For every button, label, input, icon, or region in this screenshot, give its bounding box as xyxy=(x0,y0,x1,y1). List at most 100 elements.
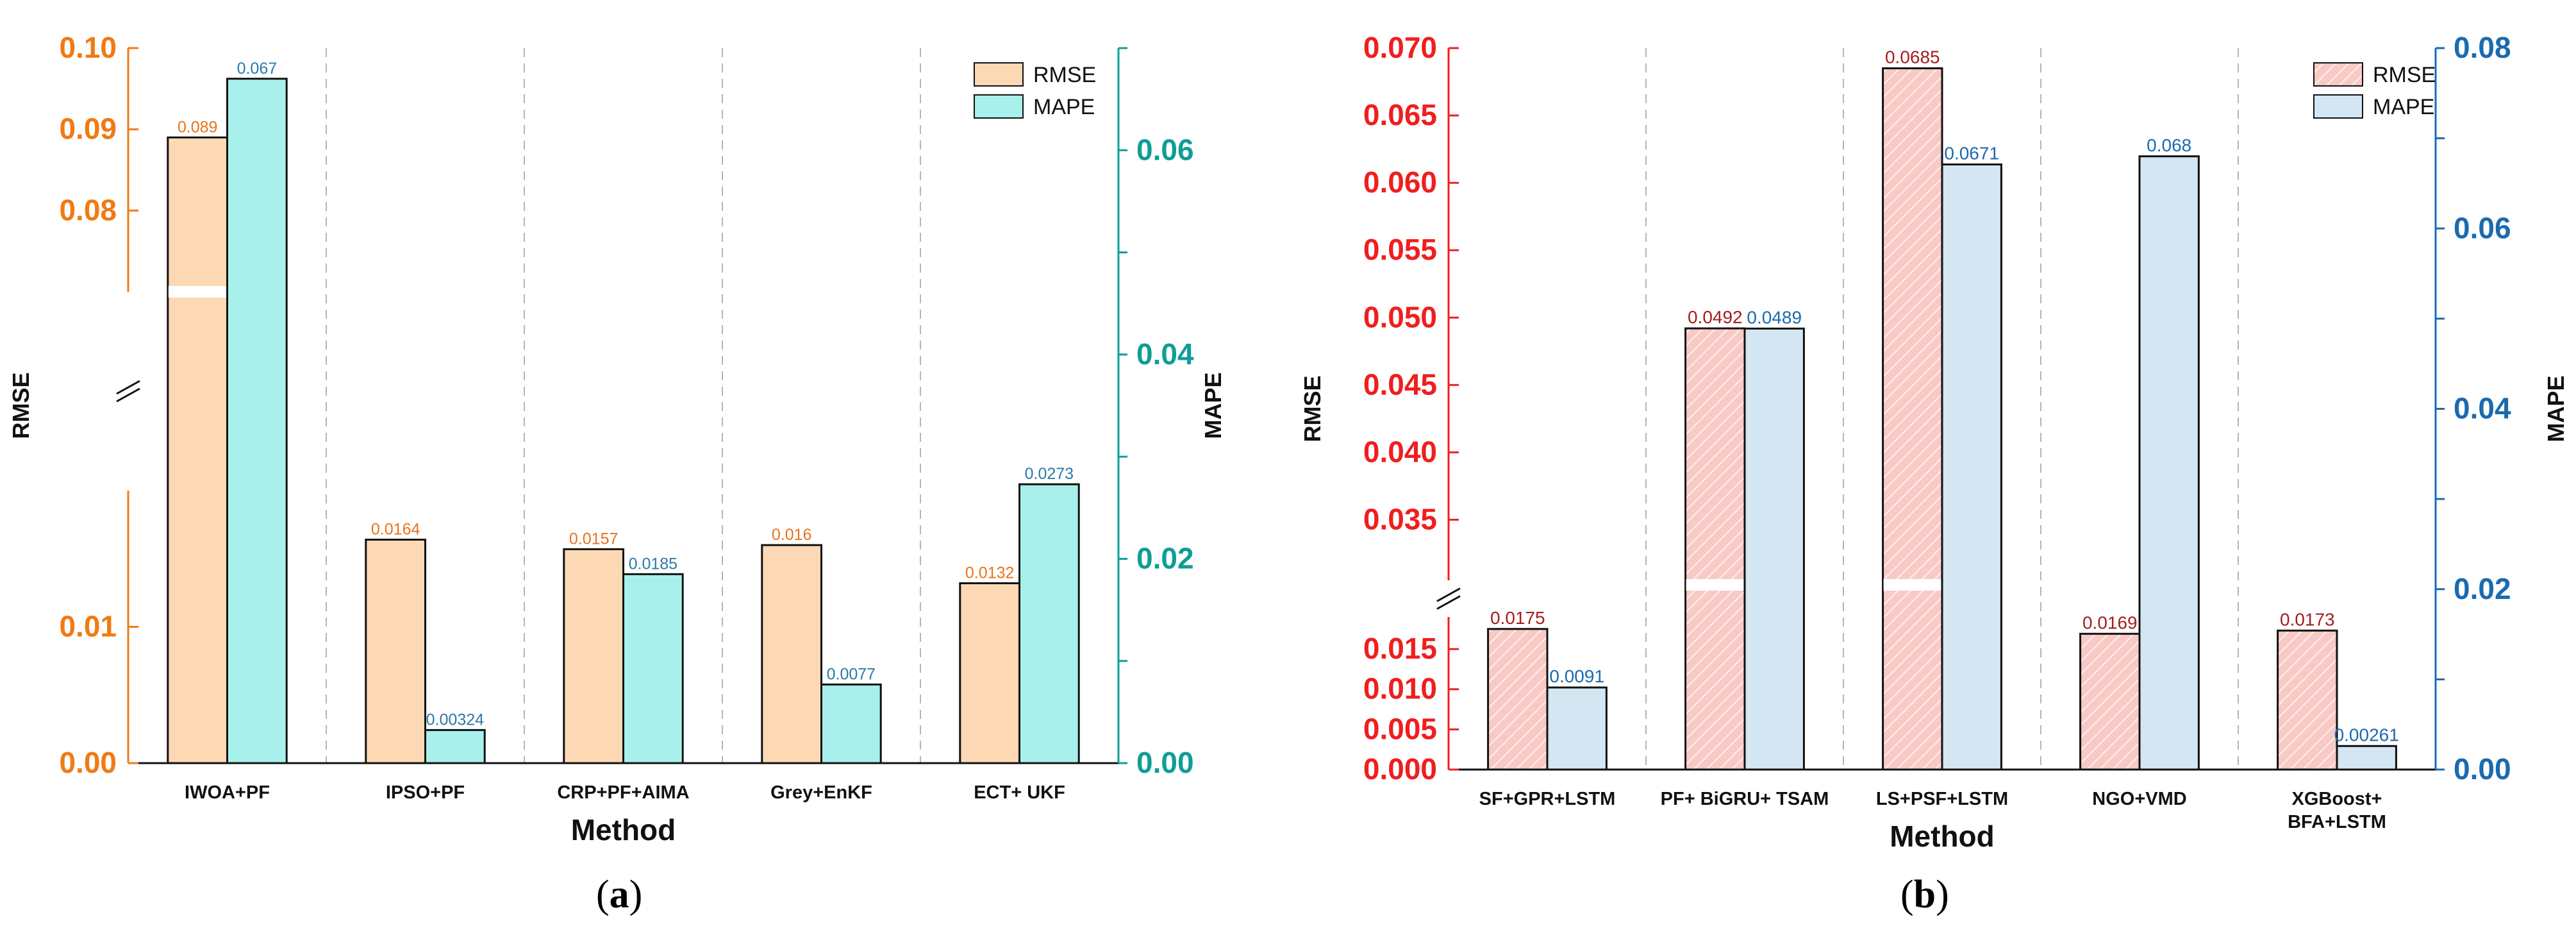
x-tick-label: XGBoost+ xyxy=(2292,789,2382,809)
x-tick-label: PF+ BiGRU+ TSAM xyxy=(1661,789,1829,809)
bar-value-label: 0.0685 xyxy=(1885,47,1940,67)
panel-a-caption: (a) xyxy=(596,873,643,916)
left-tick-label: 0.09 xyxy=(59,112,117,146)
x-tick-label: IPSO+PF xyxy=(386,782,465,803)
x-tick-label: BFA+LSTM xyxy=(2288,812,2386,832)
right-tick-label: 0.02 xyxy=(2454,572,2511,605)
bar-rmse xyxy=(2277,629,2338,771)
bar-value-label: 0.0489 xyxy=(1747,307,1802,327)
bar-value-label: 0.067 xyxy=(237,60,278,78)
chart-panel-a: 0.089 0.067 IWOA+PF 0.0164 0.00324 IPSO+PF 0.0… xyxy=(8,31,1226,847)
bar-value-label: 0.0173 xyxy=(2280,609,2335,629)
left-tick-label: 0.065 xyxy=(1363,98,1437,131)
bar-mape xyxy=(1018,483,1080,764)
bar-break-gap xyxy=(1883,579,1941,591)
legend-label: MAPE xyxy=(1033,95,1095,119)
bar-mape xyxy=(424,729,486,764)
legend-label: RMSE xyxy=(2373,63,2436,87)
bar-value-label: 0.089 xyxy=(178,118,218,136)
bar-value-label: 0.0273 xyxy=(1025,465,1074,483)
legend-label: RMSE xyxy=(1033,63,1096,87)
x-tick-label: IWOA+PF xyxy=(185,782,270,803)
legend-swatch-mape xyxy=(974,94,1024,119)
right-tick-label: 0.06 xyxy=(1136,133,1194,166)
bar-break-gap xyxy=(168,286,227,298)
x-tick-label: Grey+EnKF xyxy=(770,782,872,803)
bar-rmse xyxy=(167,136,228,764)
bar-value-label: 0.0185 xyxy=(629,555,677,573)
left-axis-title: RMSE xyxy=(8,372,34,439)
right-tick-label: 0.04 xyxy=(1136,337,1194,371)
bar-rmse xyxy=(365,539,426,764)
bar-rmse xyxy=(2079,632,2141,771)
x-tick-label: CRP+PF+AIMA xyxy=(557,782,689,803)
bar-mape xyxy=(226,78,288,764)
left-tick-label: 0.035 xyxy=(1363,502,1437,535)
bar-value-label: 0.0169 xyxy=(2082,612,2138,632)
left-tick-label: 0.01 xyxy=(59,610,117,643)
axis-break-mark xyxy=(116,387,140,403)
left-axis-title: RMSE xyxy=(1299,375,1325,442)
right-tick-label: 0.08 xyxy=(2454,31,2511,64)
left-tick-label: 0.045 xyxy=(1363,367,1437,401)
left-tick-label: 0.050 xyxy=(1363,300,1437,333)
bar-value-label: 0.0492 xyxy=(1688,307,1743,327)
x-tick-label: NGO+VMD xyxy=(2092,789,2186,809)
bar-mape xyxy=(1941,163,2002,771)
left-tick-label: 0.00 xyxy=(59,746,117,779)
bar-value-label: 0.0132 xyxy=(965,564,1014,582)
axis-break-mark xyxy=(116,380,140,395)
bar-rmse xyxy=(1487,628,1549,771)
left-tick-label: 0.08 xyxy=(59,193,117,226)
bar-mape xyxy=(622,573,684,764)
left-tick-label: 0.005 xyxy=(1363,712,1437,745)
left-tick-label: 0.010 xyxy=(1363,672,1437,705)
left-tick-label: 0.060 xyxy=(1363,165,1437,199)
x-tick-label: LS+PSF+LSTM xyxy=(1876,789,2008,809)
chart-panel-b: 0.0175 0.0091 SF+GPR+LSTM 0.0492 0.0489 PF+ B… xyxy=(1299,31,2569,853)
left-tick-label: 0.070 xyxy=(1363,31,1437,64)
panel-b-caption: (b) xyxy=(1900,873,1949,916)
bar-mape xyxy=(820,683,882,764)
bar-value-label: 0.00261 xyxy=(2334,725,2399,745)
left-tick-label: 0.040 xyxy=(1363,435,1437,468)
bar-rmse xyxy=(761,544,823,764)
bar-rmse xyxy=(1882,67,1943,771)
legend-label: MAPE xyxy=(2373,95,2434,119)
x-tick-label: SF+GPR+LSTM xyxy=(1479,789,1616,809)
bar-value-label: 0.016 xyxy=(772,526,812,544)
right-tick-label: 0.06 xyxy=(2454,211,2511,244)
axis-break-mark xyxy=(1436,595,1461,610)
left-tick-label: 0.015 xyxy=(1363,632,1437,665)
bar-break-gap xyxy=(1686,579,1744,591)
right-tick-label: 0.00 xyxy=(1136,746,1194,779)
right-axis-title: MAPE xyxy=(1200,372,1226,439)
bar-rmse xyxy=(959,582,1021,764)
bar-value-label: 0.0091 xyxy=(1549,666,1604,686)
x-tick-label: ECT+ UKF xyxy=(974,782,1065,803)
legend-swatch-mape xyxy=(2313,94,2363,119)
legend-swatch-rmse xyxy=(974,62,1024,87)
bar-rmse xyxy=(563,548,624,764)
bar-mape xyxy=(2138,155,2200,771)
bar-value-label: 0.0671 xyxy=(1944,143,1999,163)
legend-swatch-rmse xyxy=(2313,62,2363,87)
bar-mape xyxy=(2336,745,2397,771)
bar-mape xyxy=(1743,327,1805,771)
bar-value-label: 0.0175 xyxy=(1490,608,1545,628)
bar-value-label: 0.0077 xyxy=(827,665,876,683)
bar-mape xyxy=(1546,686,1608,771)
bar-value-label: 0.0164 xyxy=(371,521,420,539)
right-axis-title: MAPE xyxy=(2543,375,2569,442)
x-axis-title: Method xyxy=(571,813,676,847)
bar-value-label: 0.0157 xyxy=(569,530,618,548)
axis-break-mark xyxy=(1436,587,1461,602)
bar-value-label: 0.00324 xyxy=(426,711,484,729)
right-tick-label: 0.02 xyxy=(1136,541,1194,575)
right-tick-label: 0.04 xyxy=(2454,392,2511,425)
bar-rmse xyxy=(1684,327,1746,771)
x-axis-title: Method xyxy=(1890,820,1995,853)
right-tick-label: 0.00 xyxy=(2454,752,2511,786)
bar-value-label: 0.068 xyxy=(2147,135,2191,155)
left-tick-label: 0.10 xyxy=(59,31,117,64)
